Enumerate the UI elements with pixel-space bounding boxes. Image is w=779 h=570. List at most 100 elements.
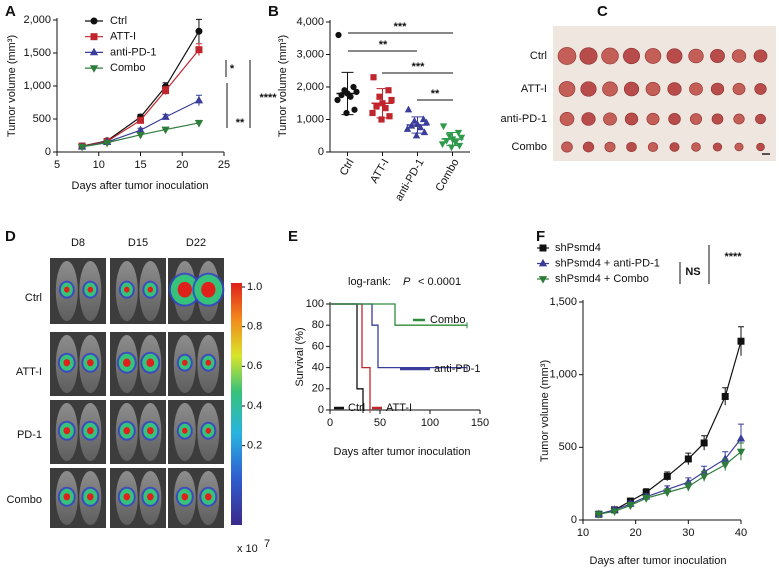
tumor xyxy=(582,141,595,153)
signal xyxy=(122,358,131,367)
x-tick-label: 20 xyxy=(176,159,188,171)
data-point xyxy=(388,96,395,104)
y-axis-label: Tumor volume (mm³) xyxy=(539,360,551,462)
data-point xyxy=(194,95,204,104)
tumor xyxy=(754,83,767,95)
sd-bar xyxy=(411,116,424,134)
tumor xyxy=(623,47,640,65)
x-tick-label: 10 xyxy=(577,527,589,539)
tumor xyxy=(626,141,637,153)
row-label: PD-1 xyxy=(17,429,42,441)
survival-curve xyxy=(330,303,467,326)
data-point xyxy=(77,143,87,152)
sd-bar xyxy=(341,71,354,116)
data-point xyxy=(410,116,419,124)
data-point xyxy=(376,93,383,100)
legend-marker xyxy=(90,17,98,25)
significance-label: ** xyxy=(379,39,388,51)
data-point xyxy=(378,116,385,123)
x-tick-label: 15 xyxy=(134,159,146,171)
panel-letter: F xyxy=(536,228,545,245)
tumor xyxy=(731,49,747,63)
tumor xyxy=(689,113,703,125)
significance-label: * xyxy=(230,63,235,75)
panel-letter: A xyxy=(5,3,16,20)
signal xyxy=(124,286,130,293)
legend-label: anti-PD-1 xyxy=(110,46,156,58)
data-point xyxy=(162,87,170,95)
significance-label: **** xyxy=(259,92,277,104)
x-axis-label: Days after tumor inoculation xyxy=(72,180,209,192)
signal xyxy=(205,359,212,366)
x-axis-label: Days after tumor inoculation xyxy=(334,446,471,458)
tumor xyxy=(688,48,704,64)
tumor xyxy=(604,141,616,153)
y-axis-label: Tumor volume (mm³) xyxy=(277,35,289,137)
data-point xyxy=(350,83,357,91)
y-tick-label: 0 xyxy=(571,514,577,526)
data-point xyxy=(412,131,421,139)
data-point xyxy=(663,489,672,498)
signal xyxy=(64,286,70,293)
tumor xyxy=(710,48,725,64)
data-point xyxy=(386,113,393,120)
x-tick-label: 10 xyxy=(93,159,105,171)
y-tick-label: 1,000 xyxy=(296,113,324,125)
data-point xyxy=(699,473,709,482)
signal xyxy=(201,281,216,298)
data-point xyxy=(137,116,144,124)
panel-letter: D xyxy=(5,228,16,245)
y-tick-label: 3,000 xyxy=(296,48,324,60)
tumor xyxy=(557,47,577,65)
sd-bar xyxy=(376,88,389,119)
legend-marker xyxy=(89,47,99,56)
y-tick-label: 20 xyxy=(312,383,324,395)
tumor xyxy=(666,48,683,64)
data-point xyxy=(454,129,463,137)
annotation: P xyxy=(403,276,411,288)
legend-marker xyxy=(539,244,547,252)
significance-label: ** xyxy=(236,117,245,129)
row-label: Ctrl xyxy=(530,50,547,62)
annotation: log-rank: xyxy=(348,276,391,288)
signal xyxy=(87,286,94,293)
data-point xyxy=(382,105,389,112)
tumor xyxy=(756,142,765,152)
y-tick-label: 40 xyxy=(312,362,324,374)
legend-label: ATT-I xyxy=(110,31,136,43)
data-point xyxy=(416,123,425,131)
data-point xyxy=(663,472,671,480)
data-point xyxy=(102,139,112,148)
row-label: Ctrl xyxy=(25,292,42,304)
colorbar-tick-label: 0.2 xyxy=(247,440,262,452)
legend-label: ATT-I xyxy=(386,402,412,414)
significance-label: *** xyxy=(394,21,408,33)
row-label: anti-PD-1 xyxy=(501,113,547,125)
x-tick-label: 30 xyxy=(682,527,694,539)
y-tick-label: 1,500 xyxy=(23,47,51,59)
data-point xyxy=(136,131,145,140)
y-tick-label: 2,000 xyxy=(23,14,51,26)
colorbar-tick-label: 0.8 xyxy=(247,321,262,333)
tumor xyxy=(558,81,576,97)
data-point xyxy=(684,483,693,492)
signal xyxy=(147,493,154,501)
tumor xyxy=(733,113,745,125)
tumor xyxy=(734,142,744,152)
tumor xyxy=(580,81,597,97)
tumor xyxy=(710,82,725,96)
significance-label: **** xyxy=(724,251,742,263)
sd-bar xyxy=(446,132,459,146)
tumor xyxy=(561,141,573,153)
y-tick-label: 4,000 xyxy=(296,16,324,28)
y-tick-label: 0 xyxy=(45,146,51,158)
x-tick-label: 40 xyxy=(735,527,747,539)
tumor xyxy=(624,112,639,126)
signal xyxy=(205,493,212,501)
tumor xyxy=(623,81,640,97)
data-point xyxy=(373,103,380,110)
y-tick-label: 80 xyxy=(312,319,324,331)
data-point xyxy=(335,31,342,39)
tumor xyxy=(667,82,682,96)
